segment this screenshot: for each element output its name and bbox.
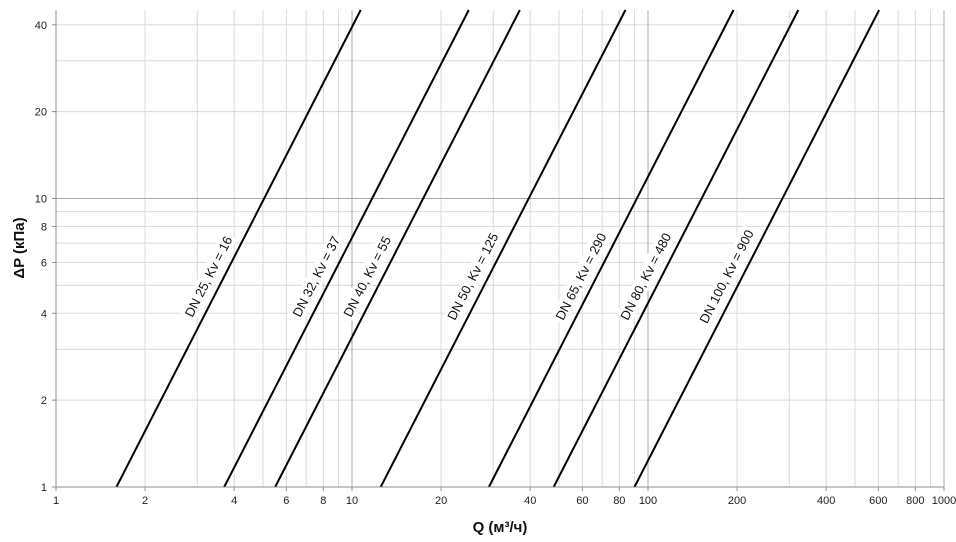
series-line — [552, 9, 800, 488]
series-label-background — [179, 231, 238, 322]
y-tick-label: 20 — [35, 107, 47, 119]
x-axis-title: Q (м³/ч) — [473, 519, 528, 536]
plot-area — [56, 10, 944, 487]
series-label-background — [287, 231, 345, 322]
y-tick-label: 40 — [35, 20, 47, 32]
x-tick-label: 100 — [639, 495, 657, 507]
series-lines — [115, 9, 881, 488]
x-tick-label: 10 — [346, 495, 358, 507]
series-line — [274, 9, 521, 488]
x-tick-label: 2 — [142, 495, 148, 507]
y-tick-label: 8 — [41, 221, 47, 233]
x-tick-label: 1 — [53, 495, 59, 507]
x-tick-label: 20 — [435, 495, 447, 507]
x-tick-label: 80 — [613, 495, 625, 507]
x-tick-label: 8 — [320, 495, 326, 507]
series-line — [379, 9, 627, 488]
y-axis-title: ΔP (кПа) — [11, 217, 28, 278]
x-tick-label: 600 — [869, 495, 887, 507]
x-tick-label: 1000 — [932, 495, 956, 507]
x-tick-labels: 1 2 4 6 8 10 20 40 60 80 100 200 400 600 800 1000 — [53, 487, 956, 507]
y-tick-label: 2 — [41, 395, 47, 407]
y-tick-label: 10 — [35, 193, 47, 205]
y-tick-label: 4 — [41, 308, 47, 320]
x-tick-label: 400 — [817, 495, 835, 507]
y-tick-label: 6 — [41, 257, 47, 269]
x-tick-label: 800 — [906, 495, 924, 507]
series-label-background — [442, 228, 504, 325]
series-label-background — [338, 231, 396, 322]
x-tick-label: 60 — [576, 495, 588, 507]
x-tick-label: 40 — [524, 495, 536, 507]
series-line — [487, 9, 735, 488]
y-tick-labels: 1 2 4 6 8 10 20 40 — [35, 20, 56, 494]
x-tick-label: 6 — [283, 495, 289, 507]
x-tick-label: 4 — [231, 495, 237, 507]
series-label-background — [550, 228, 612, 325]
series-line — [115, 9, 362, 488]
x-tick-label: 200 — [728, 495, 746, 507]
series-label-background — [615, 228, 677, 325]
series-line — [223, 9, 470, 488]
y-tick-label: 1 — [41, 482, 47, 494]
series-label-background — [694, 225, 759, 329]
series-line — [633, 9, 881, 488]
